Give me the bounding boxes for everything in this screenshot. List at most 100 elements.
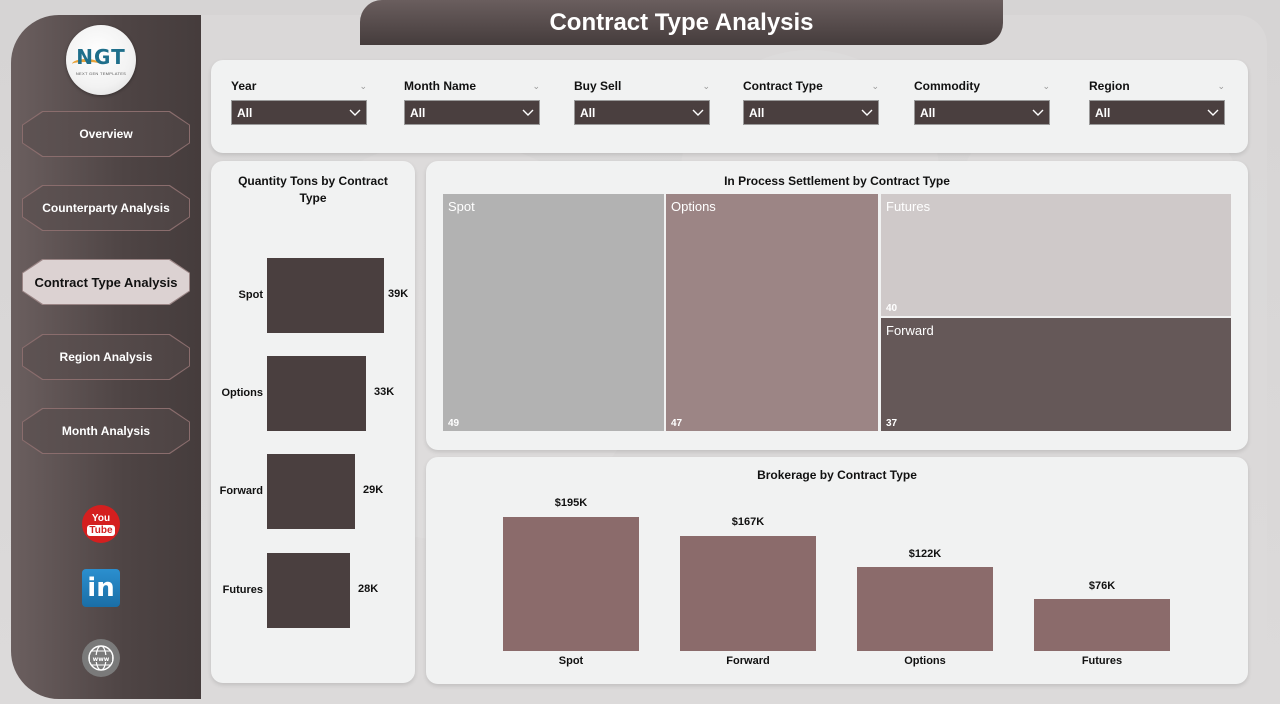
commodity-dropdown[interactable]: All [914, 100, 1050, 125]
bar-row: Spot 39K [211, 258, 411, 334]
sidebar: NGT NEXT GEN TEMPLATES Overview Counterp… [11, 15, 201, 699]
chevron-down-icon [1032, 109, 1044, 116]
commodity-slicer: Commodity ⌄ All [914, 77, 1050, 125]
bar-value-label: $195K [554, 497, 588, 509]
treemap-tile-spot[interactable]: Spot 49 [443, 194, 664, 431]
sidebar-item-counterparty-analysis[interactable]: Counterparty Analysis [22, 185, 190, 231]
slicer-label: Commodity [914, 79, 980, 93]
bar-spot[interactable] [267, 258, 384, 333]
dropdown-value: All [920, 105, 936, 120]
bar-options[interactable] [857, 567, 993, 651]
chevron-down-icon[interactable]: ⌄ [1217, 80, 1225, 91]
sidebar-item-region-analysis[interactable]: Region Analysis [22, 334, 190, 380]
year-dropdown[interactable]: All [231, 100, 367, 125]
bar-value-label: 39K [388, 288, 409, 300]
treemap-tile-options[interactable]: Options 47 [666, 194, 878, 431]
treemap-tile-forward[interactable]: Forward 37 [881, 318, 1231, 431]
filters-panel: Year ⌄ All Month Name ⌄ All Buy Sell ⌄ All … [211, 60, 1248, 153]
chevron-down-icon[interactable]: ⌄ [532, 80, 540, 91]
linkedin-icon: in [82, 569, 120, 607]
tile-label: Forward [886, 323, 934, 338]
bar-forward[interactable] [680, 536, 816, 651]
tile-value: 37 [886, 418, 898, 429]
dropdown-value: All [410, 105, 426, 120]
slicer-label: Region [1089, 79, 1130, 93]
bar-category-label: Futures [222, 584, 263, 596]
month-name-dropdown[interactable]: All [404, 100, 540, 125]
logo-text: NGT [76, 44, 126, 69]
logo-subtitle: NEXT GEN TEMPLATES [75, 70, 127, 76]
year-slicer: Year ⌄ All [231, 77, 367, 125]
bar-category-label: Futures [1081, 655, 1123, 667]
brokerage-chart: Brokerage by Contract Type $195K Spot $1… [426, 457, 1248, 684]
chevron-down-icon[interactable]: ⌄ [1042, 80, 1050, 91]
youtube-icon-text: You [91, 512, 111, 524]
slicer-label: Year [231, 79, 257, 93]
chart-title: Quantity Tons by Contract Type [238, 174, 388, 205]
chevron-down-icon[interactable]: ⌄ [871, 80, 879, 91]
chevron-down-icon [692, 109, 704, 116]
month-name-slicer: Month Name ⌄ All [404, 77, 540, 125]
bar-row: Forward 29K [211, 454, 411, 530]
bar-value-label: $76K [1088, 580, 1116, 592]
contract-type-dropdown[interactable]: All [743, 100, 879, 125]
bar-spot[interactable] [503, 517, 639, 651]
slicer-label: Contract Type [743, 79, 823, 93]
sidebar-item-label: Counterparty Analysis [42, 201, 170, 215]
bar-category-label: Spot [558, 655, 584, 667]
sidebar-item-month-analysis[interactable]: Month Analysis [22, 408, 190, 454]
dropdown-value: All [1095, 105, 1111, 120]
bar-forward[interactable] [267, 454, 355, 529]
page-title-text: Contract Type Analysis [549, 8, 814, 36]
tile-label: Spot [448, 199, 475, 214]
bar-value-label: $167K [731, 516, 765, 528]
chevron-down-icon [349, 109, 361, 116]
dropdown-value: All [749, 105, 765, 120]
svg-text:www: www [93, 656, 110, 663]
website-link[interactable]: www [81, 638, 121, 678]
region-dropdown[interactable]: All [1089, 100, 1225, 125]
tile-value: 40 [886, 303, 898, 314]
sidebar-item-contract-type-analysis[interactable]: Contract Type Analysis [22, 259, 190, 305]
logo-swoosh-icon [72, 59, 100, 69]
tile-label: Options [671, 199, 716, 214]
linkedin-link[interactable]: in [81, 568, 121, 608]
bar-row: Futures 28K [211, 553, 411, 629]
chevron-down-icon[interactable]: ⌄ [702, 80, 710, 91]
bar-row: Options 33K [211, 356, 411, 432]
bar-category-label: Forward [726, 655, 770, 667]
bar-category-label: Options [904, 655, 946, 667]
bar-category-label: Spot [238, 289, 263, 301]
page-title: Contract Type Analysis [360, 0, 1003, 45]
chart-title: In Process Settlement by Contract Type [724, 174, 950, 188]
chevron-down-icon [522, 109, 534, 116]
quantity-tons-chart: Quantity Tons by Contract Type Spot 39K … [211, 161, 415, 683]
treemap-tile-futures[interactable]: Futures 40 [881, 194, 1231, 316]
chevron-down-icon [861, 109, 873, 116]
tile-label: Futures [886, 199, 931, 214]
bar-futures[interactable] [1034, 599, 1170, 651]
youtube-link[interactable]: You Tube [81, 504, 121, 544]
buy-sell-slicer: Buy Sell ⌄ All [574, 77, 710, 125]
chevron-down-icon[interactable]: ⌄ [359, 80, 367, 91]
bar-category-label: Forward [219, 485, 263, 497]
bar-value-label: 29K [363, 484, 384, 496]
ngt-logo: NGT NEXT GEN TEMPLATES [66, 25, 136, 95]
bar-value-label: 33K [374, 386, 395, 398]
chart-title: Brokerage by Contract Type [757, 468, 917, 482]
in-process-settlement-treemap: In Process Settlement by Contract Type S… [426, 161, 1248, 450]
sidebar-item-label: Month Analysis [61, 424, 151, 438]
buy-sell-dropdown[interactable]: All [574, 100, 710, 125]
sidebar-item-label: Region Analysis [59, 350, 153, 364]
slicer-label: Buy Sell [574, 79, 622, 93]
bar-category-label: Options [221, 387, 263, 399]
tile-value: 47 [671, 418, 683, 429]
bar-options[interactable] [267, 356, 366, 431]
sidebar-item-overview[interactable]: Overview [22, 111, 190, 157]
dropdown-value: All [237, 105, 253, 120]
sidebar-item-label: Contract Type Analysis [34, 274, 178, 290]
sidebar-item-label: Overview [79, 127, 133, 141]
tile-value: 49 [448, 418, 460, 429]
slicer-label: Month Name [404, 79, 476, 93]
bar-futures[interactable] [267, 553, 350, 628]
